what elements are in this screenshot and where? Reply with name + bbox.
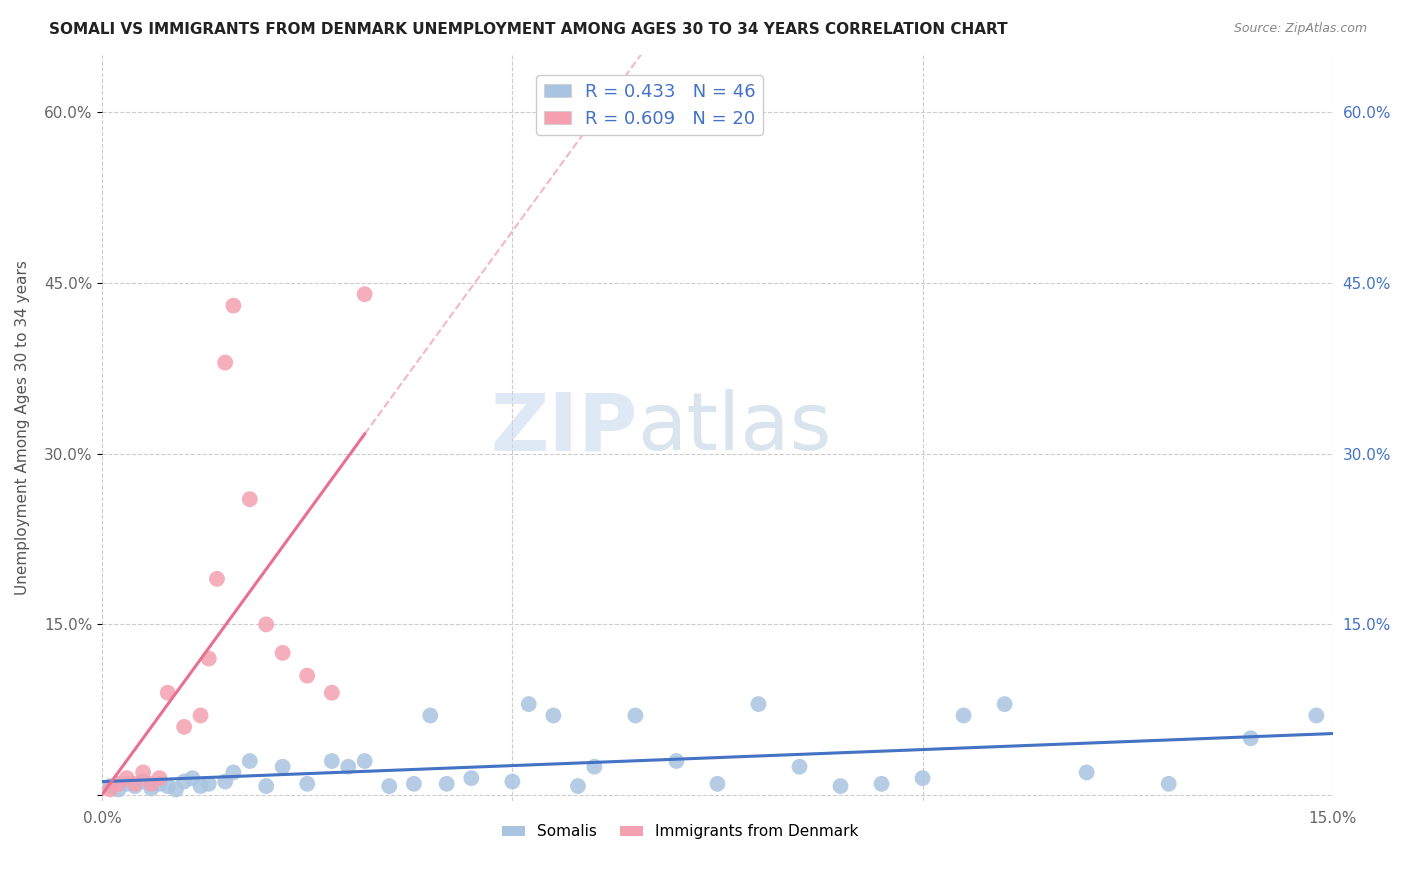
Text: atlas: atlas bbox=[637, 389, 832, 467]
Text: ZIP: ZIP bbox=[491, 389, 637, 467]
Legend: Somalis, Immigrants from Denmark: Somalis, Immigrants from Denmark bbox=[496, 818, 865, 846]
Point bbox=[148, 771, 170, 785]
Text: SOMALI VS IMMIGRANTS FROM DENMARK UNEMPLOYMENT AMONG AGES 30 TO 34 YEARS CORRELA: SOMALI VS IMMIGRANTS FROM DENMARK UNEMPL… bbox=[49, 22, 1008, 37]
Point bbox=[190, 708, 212, 723]
Point bbox=[567, 779, 589, 793]
Point bbox=[378, 779, 401, 793]
Point bbox=[141, 777, 163, 791]
Point bbox=[1240, 731, 1263, 746]
Point bbox=[353, 754, 375, 768]
Point bbox=[98, 779, 121, 793]
Point bbox=[460, 771, 482, 785]
Point bbox=[1076, 765, 1098, 780]
Point bbox=[665, 754, 688, 768]
Point bbox=[321, 754, 343, 768]
Point bbox=[132, 765, 155, 780]
Point bbox=[156, 686, 179, 700]
Point bbox=[501, 774, 523, 789]
Point bbox=[297, 777, 319, 791]
Text: Source: ZipAtlas.com: Source: ZipAtlas.com bbox=[1233, 22, 1367, 36]
Point bbox=[583, 760, 606, 774]
Point bbox=[271, 760, 294, 774]
Point bbox=[1305, 708, 1327, 723]
Point bbox=[297, 668, 319, 682]
Point bbox=[353, 287, 375, 301]
Point bbox=[197, 651, 219, 665]
Point bbox=[148, 777, 170, 791]
Point bbox=[789, 760, 811, 774]
Y-axis label: Unemployment Among Ages 30 to 34 years: Unemployment Among Ages 30 to 34 years bbox=[15, 260, 30, 596]
Point bbox=[402, 777, 425, 791]
Point bbox=[870, 777, 893, 791]
Point bbox=[124, 777, 146, 791]
Point bbox=[254, 779, 277, 793]
Point bbox=[165, 782, 187, 797]
Point bbox=[173, 774, 195, 789]
Point bbox=[321, 686, 343, 700]
Point bbox=[239, 492, 262, 507]
Point bbox=[197, 777, 219, 791]
Point bbox=[214, 355, 236, 369]
Point bbox=[706, 777, 728, 791]
Point bbox=[214, 774, 236, 789]
Point bbox=[419, 708, 441, 723]
Point bbox=[517, 697, 540, 711]
Point bbox=[830, 779, 852, 793]
Point bbox=[994, 697, 1017, 711]
Point bbox=[115, 771, 138, 785]
Point bbox=[271, 646, 294, 660]
Point bbox=[952, 708, 974, 723]
Point bbox=[173, 720, 195, 734]
Point bbox=[624, 708, 647, 723]
Point bbox=[190, 779, 212, 793]
Point bbox=[205, 572, 228, 586]
Point bbox=[254, 617, 277, 632]
Point bbox=[911, 771, 934, 785]
Point bbox=[222, 765, 245, 780]
Point bbox=[141, 781, 163, 796]
Point bbox=[181, 771, 204, 785]
Point bbox=[156, 779, 179, 793]
Point bbox=[337, 760, 360, 774]
Point bbox=[107, 777, 129, 791]
Point bbox=[222, 299, 245, 313]
Point bbox=[107, 782, 129, 797]
Point bbox=[132, 774, 155, 789]
Point bbox=[124, 779, 146, 793]
Point bbox=[543, 708, 565, 723]
Point bbox=[98, 782, 121, 797]
Point bbox=[1157, 777, 1180, 791]
Point bbox=[115, 777, 138, 791]
Point bbox=[239, 754, 262, 768]
Point bbox=[747, 697, 769, 711]
Point bbox=[436, 777, 458, 791]
